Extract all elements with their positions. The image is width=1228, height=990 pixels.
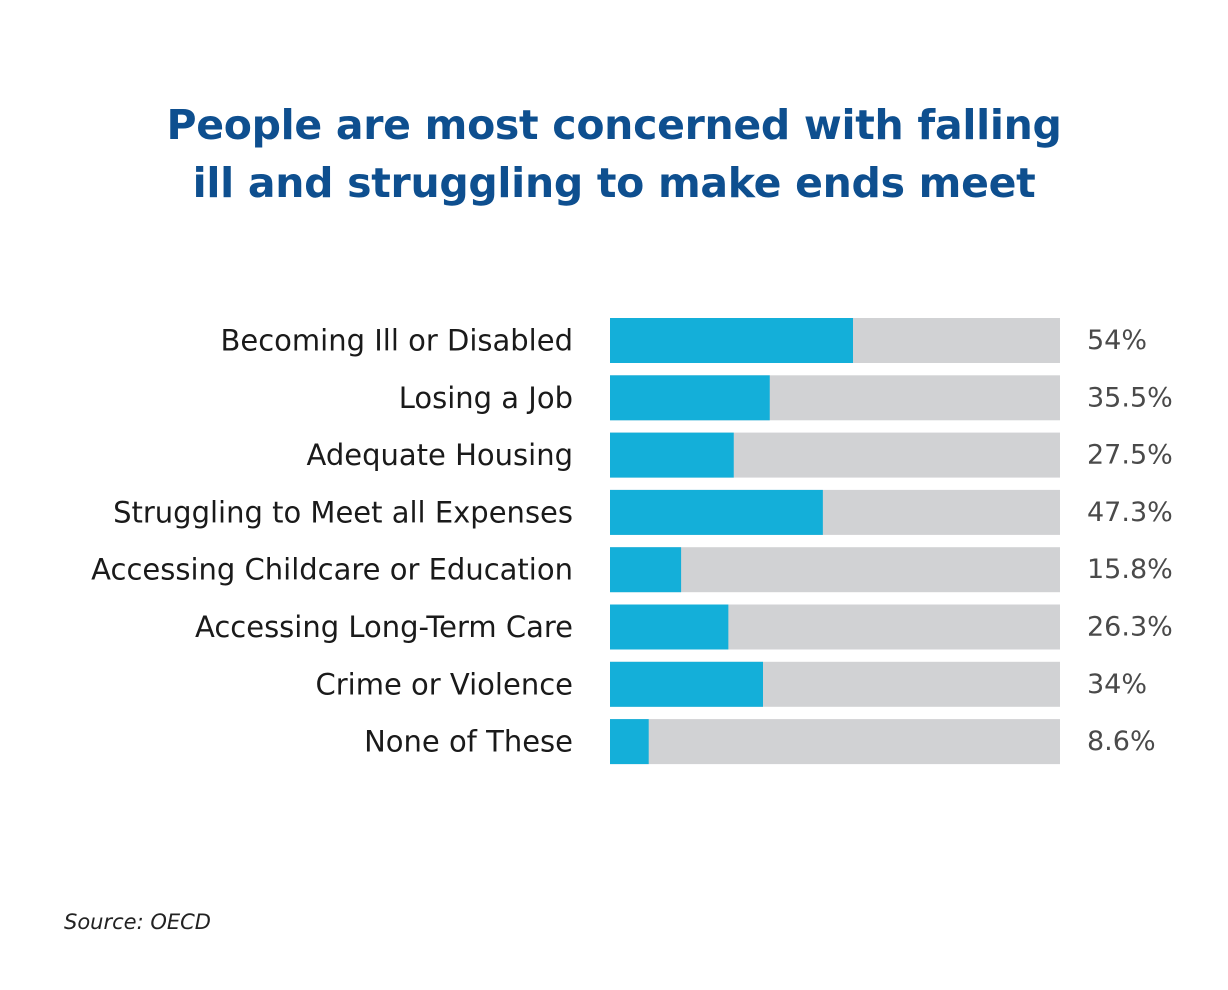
chart-title: People are most concerned with falling i… (0, 96, 1228, 212)
bar-track (610, 547, 1060, 593)
category-label: Crime or Violence (316, 667, 574, 701)
category-label: Losing a Job (399, 381, 573, 415)
bar (610, 432, 734, 478)
bar (610, 604, 729, 650)
value-label: 26.3% (1087, 612, 1173, 643)
bar (610, 318, 853, 363)
value-label: 34% (1087, 669, 1147, 700)
bar-track (610, 719, 1060, 765)
value-label: 35.5% (1087, 382, 1173, 413)
bar (610, 375, 770, 421)
category-label: Struggling to Meet all Expenses (113, 495, 573, 529)
value-label: 15.8% (1087, 554, 1173, 585)
bars-group: Becoming Ill or Disabled 54% Losing a Job 3… (91, 318, 1173, 765)
category-label: Accessing Childcare or Education (91, 553, 573, 587)
chart-title-line-1: People are most concerned with falling (166, 101, 1062, 149)
category-label: Becoming Ill or Disabled (221, 324, 574, 358)
bar (610, 547, 682, 593)
value-label: 54% (1087, 325, 1147, 356)
value-label: 8.6% (1087, 726, 1156, 757)
category-label: None of These (364, 725, 573, 759)
category-label: Accessing Long-Term Care (195, 610, 573, 644)
bar (610, 719, 649, 765)
category-label: Adequate Housing (307, 438, 573, 472)
bar (610, 489, 823, 535)
value-label: 47.3% (1087, 497, 1173, 528)
source-note: Source: OECD (64, 910, 211, 934)
value-label: 27.5% (1087, 440, 1173, 471)
chart-title-line-2: ill and struggling to make ends meet (192, 159, 1036, 207)
bar (610, 661, 763, 707)
